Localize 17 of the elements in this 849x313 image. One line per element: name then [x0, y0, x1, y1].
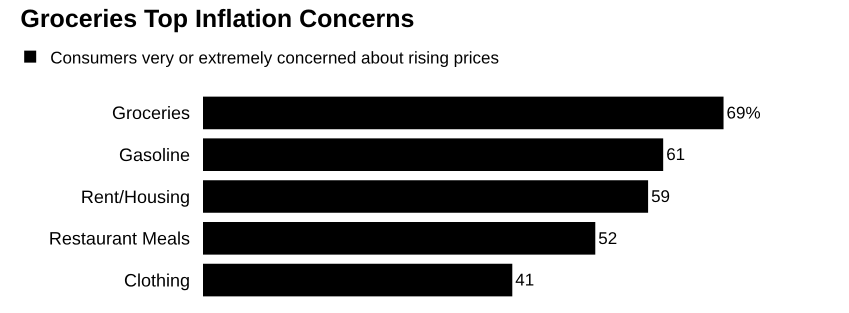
- y-tick-label: Clothing: [124, 270, 190, 290]
- y-tick-label: Groceries: [112, 103, 190, 124]
- bar: [203, 96, 724, 130]
- y-tick-label: Gasoline: [118, 145, 190, 165]
- data-label: 61: [666, 145, 686, 164]
- bar: [203, 138, 664, 171]
- y-tick-label: Restaurant Meals: [48, 228, 190, 249]
- legend-label: Consumers very or extremely concerned about rising prices: [50, 48, 499, 68]
- data-label: 59: [651, 187, 670, 206]
- chart-title: Groceries Top Inflation Concerns: [20, 4, 414, 33]
- bar: [203, 180, 648, 213]
- bar: [203, 222, 596, 255]
- data-label: 41: [515, 270, 534, 290]
- y-tick-label: Rent/Housing: [80, 186, 190, 207]
- data-label: 52: [598, 228, 618, 248]
- data-label: 69%: [726, 103, 761, 122]
- bar: [203, 264, 512, 296]
